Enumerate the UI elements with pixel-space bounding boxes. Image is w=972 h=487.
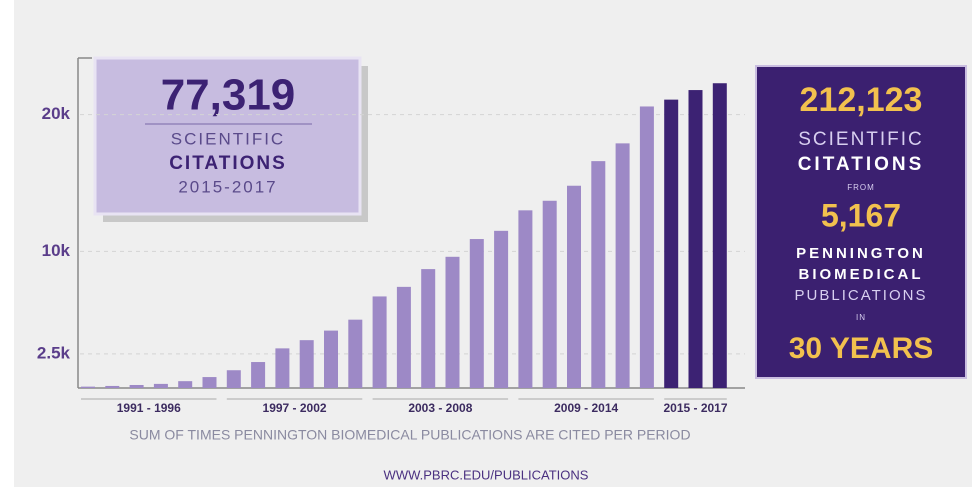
bar [494, 230, 509, 388]
y-tick-label: 20k [42, 104, 71, 123]
right-number2: 5,167 [821, 197, 901, 233]
group-label: 2009 - 2014 [554, 401, 618, 415]
bar [299, 340, 314, 388]
bar [396, 286, 411, 388]
bar [226, 370, 241, 388]
right-number: 212,123 [800, 81, 923, 119]
bar [567, 185, 581, 388]
group-label: 2003 - 2008 [408, 401, 472, 415]
left-line3: 2015-2017 [178, 177, 277, 196]
bar [105, 385, 120, 388]
bar [591, 161, 606, 388]
bar [615, 143, 630, 388]
left-line2: CITATIONS [169, 153, 287, 174]
bar [251, 362, 266, 388]
footer: WWW.PBRC.EDU/PUBLICATIONS [384, 467, 589, 482]
group-label: 1997 - 2002 [263, 401, 327, 415]
bar [178, 381, 193, 388]
group-label: 1991 - 1996 [117, 401, 181, 415]
bar [372, 296, 387, 388]
bar [324, 330, 338, 388]
right-line5: BIOMEDICAL [799, 266, 924, 283]
left-line1: SCIENTIFIC [171, 129, 285, 148]
bar [712, 83, 727, 388]
group-label: 2015 - 2017 [663, 401, 727, 415]
bar [445, 256, 460, 388]
bar [275, 348, 290, 388]
bar [542, 200, 557, 388]
bar [664, 99, 679, 388]
bar [348, 319, 363, 388]
right-box [755, 65, 967, 379]
y-tick-label: 10k [42, 241, 71, 260]
bar [153, 383, 168, 388]
bar [639, 106, 654, 388]
right-line2: CITATIONS [798, 154, 925, 175]
bar [81, 386, 95, 388]
right-line8: 30 YEARS [789, 332, 934, 365]
right-line7: IN [856, 313, 866, 322]
bar [688, 90, 703, 389]
right-line1: SCIENTIFIC [798, 129, 924, 150]
x-axis-label: SUM OF TIMES PENNINGTON BIOMEDICAL PUBLI… [129, 427, 690, 443]
bar [421, 269, 436, 388]
left-number: 77,319 [161, 71, 296, 120]
bar [469, 239, 484, 388]
right-line4: PENNINGTON [796, 245, 926, 262]
left-box [93, 56, 362, 216]
bar [202, 377, 217, 388]
bar [129, 384, 144, 388]
y-tick-label: 2.5k [37, 343, 71, 362]
bar [518, 210, 533, 388]
right-line3: FROM [847, 183, 875, 192]
right-line6: PUBLICATIONS [795, 287, 928, 304]
